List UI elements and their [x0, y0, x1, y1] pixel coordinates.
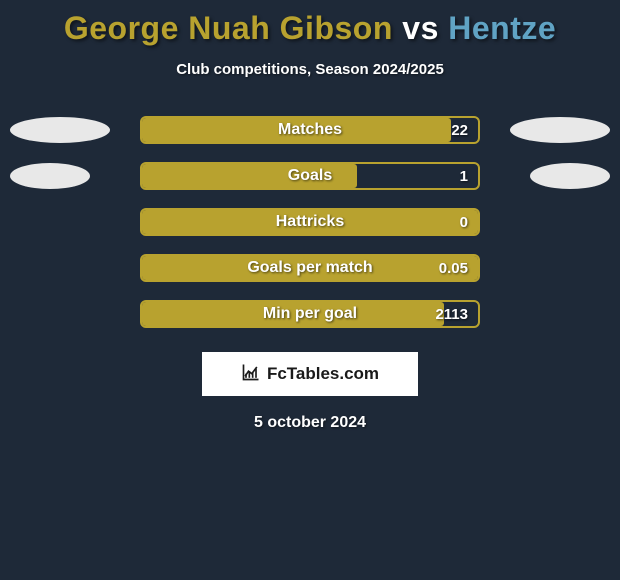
stat-row: Min per goal2113 [0, 300, 620, 328]
stat-label: Hattricks [142, 210, 478, 234]
stat-value: 22 [451, 118, 468, 142]
chart-icon [241, 362, 261, 387]
stat-bar: Goals1 [140, 162, 480, 190]
stat-row: Goals1 [0, 162, 620, 190]
left-ellipse [10, 117, 110, 143]
stat-value: 2113 [435, 302, 468, 326]
stats-container: Matches22 Goals1 Hattricks0 Goals per match… [0, 116, 620, 328]
subtitle: Club competitions, Season 2024/2025 [0, 61, 620, 78]
stat-value: 0.05 [439, 256, 468, 280]
player2-name: Hentze [448, 10, 556, 46]
stat-label: Goals [142, 164, 478, 188]
stat-label: Matches [142, 118, 478, 142]
vs-text: vs [393, 10, 448, 46]
stat-row: Goals per match0.05 [0, 254, 620, 282]
stat-bar: Matches22 [140, 116, 480, 144]
stat-value: 1 [460, 164, 468, 188]
stat-bar: Hattricks0 [140, 208, 480, 236]
footer-brand-text: FcTables.com [267, 364, 379, 384]
stat-label: Min per goal [142, 302, 478, 326]
date-text: 5 october 2024 [0, 414, 620, 432]
left-ellipse [10, 163, 90, 189]
stat-value: 0 [460, 210, 468, 234]
right-ellipse [530, 163, 610, 189]
stat-row: Hattricks0 [0, 208, 620, 236]
stat-label: Goals per match [142, 256, 478, 280]
stat-bar: Goals per match0.05 [140, 254, 480, 282]
page-title: George Nuah Gibson vs Hentze [0, 0, 620, 47]
stat-row: Matches22 [0, 116, 620, 144]
footer-badge[interactable]: FcTables.com [202, 352, 418, 396]
player1-name: George Nuah Gibson [64, 10, 393, 46]
right-ellipse [510, 117, 610, 143]
stat-bar: Min per goal2113 [140, 300, 480, 328]
